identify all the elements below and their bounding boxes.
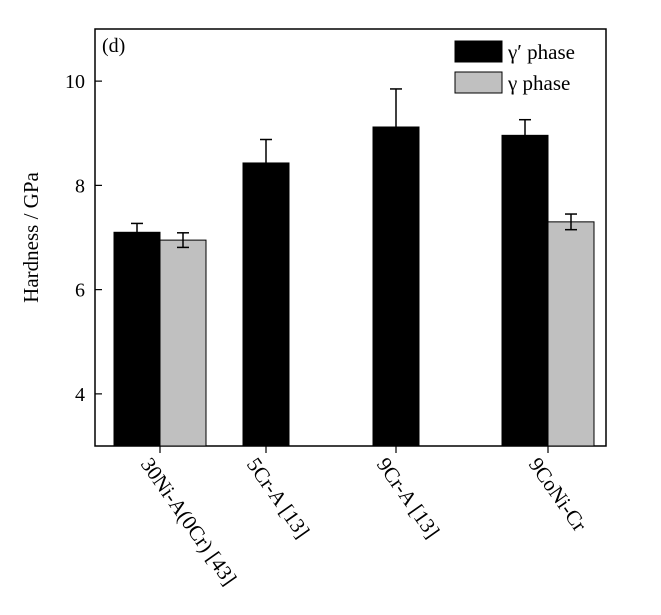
bars — [113, 126, 595, 447]
legend-swatch-gamma-prime — [454, 40, 503, 63]
y-tick-label: 8 — [75, 175, 85, 197]
bar-gamma-prime — [501, 134, 549, 447]
x-category-label: 30Ni-A(0Cr) [43] — [136, 453, 242, 590]
error-bars — [131, 88, 577, 249]
y-axis: 4 6 8 10 — [65, 71, 102, 406]
bar-gamma — [159, 239, 207, 447]
y-tick-label: 10 — [65, 71, 85, 93]
y-axis-title: Hardness / GPa — [19, 172, 43, 303]
x-category-label: 9Cr-A [13] — [372, 453, 445, 542]
bar-gamma — [547, 221, 595, 447]
plot-frame — [94, 28, 607, 447]
x-category-label: 5Cr-A [13] — [242, 453, 315, 542]
legend-label-gamma: γ phase — [507, 71, 570, 95]
bar-gamma-prime — [242, 162, 290, 447]
legend: γ′ phase γ phase — [454, 40, 575, 95]
y-tick-label: 4 — [75, 384, 85, 406]
x-category-label: 9CoNi-Cr — [524, 453, 592, 536]
bar-gamma-prime — [372, 126, 420, 447]
legend-swatch-gamma — [454, 71, 503, 94]
x-axis: 30Ni-A(0Cr) [43] 5Cr-A [13] 9Cr-A [13] 9CoN… — [136, 446, 592, 590]
legend-label-gamma-prime: γ′ phase — [507, 40, 575, 64]
bar-gamma-prime — [113, 231, 161, 447]
y-tick-label: 6 — [75, 280, 85, 302]
panel-label: (d) — [102, 35, 125, 57]
